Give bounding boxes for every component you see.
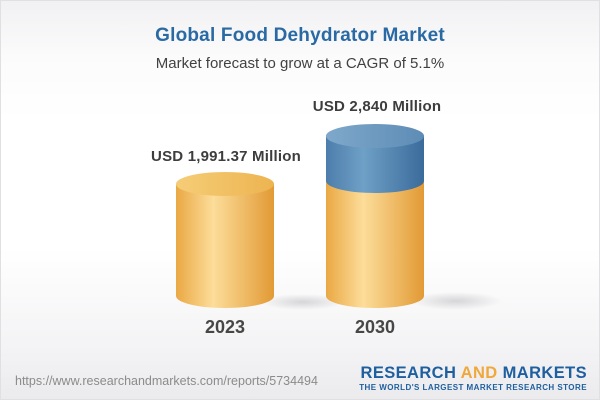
logo-wordmark: RESEARCH AND MARKETS bbox=[359, 363, 587, 382]
cylinder-2030-growth-segment bbox=[326, 136, 424, 193]
cylinder-2023-shadow bbox=[261, 294, 345, 310]
value-label-2030: USD 2,840 Million bbox=[312, 98, 442, 115]
logo-word-markets: MARKETS bbox=[502, 363, 587, 382]
footer: https://www.researchandmarkets.com/repor… bbox=[15, 363, 587, 393]
category-label-2030: 2030 bbox=[354, 317, 396, 337]
cylinder-2030-base-segment bbox=[326, 181, 424, 308]
cylinder-2030-shadow bbox=[410, 292, 502, 310]
logo-word-research: RESEARCH bbox=[360, 363, 457, 382]
value-label-2023: USD 1,991.37 Million bbox=[151, 148, 301, 165]
chart-subtitle: Market forecast to grow at a CAGR of 5.1… bbox=[155, 55, 445, 72]
cylinder-bar-2023 bbox=[176, 172, 274, 308]
logo-word-and: AND bbox=[460, 363, 498, 382]
category-label-2023: 2023 bbox=[204, 317, 246, 337]
chart-title: Global Food Dehydrator Market bbox=[155, 25, 445, 46]
logo-tagline: THE WORLD'S LARGEST MARKET RESEARCH STOR… bbox=[359, 383, 587, 392]
cylinder-bar-2030 bbox=[326, 124, 424, 308]
report-url: https://www.researchandmarkets.com/repor… bbox=[15, 374, 318, 388]
research-and-markets-logo: RESEARCH AND MARKETS THE WORLD'S LARGEST… bbox=[359, 363, 587, 393]
